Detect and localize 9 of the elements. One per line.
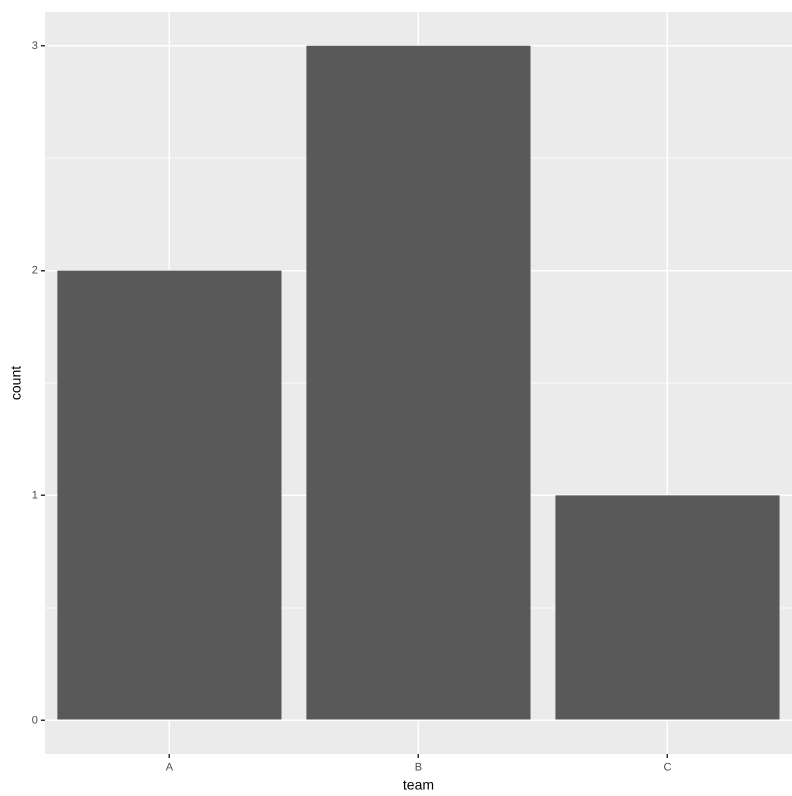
x-tick-label: B	[414, 762, 422, 774]
x-tick-label: C	[664, 762, 672, 774]
x-tick-label: A	[166, 762, 174, 774]
y-axis-title: count	[7, 366, 24, 400]
y-tick-label: 1	[32, 489, 38, 502]
y-tick-label: 3	[32, 40, 38, 52]
x-axis-title: team	[402, 776, 434, 792]
y-tick-label: 2	[32, 264, 38, 277]
y-tick-label: 0	[32, 714, 38, 726]
